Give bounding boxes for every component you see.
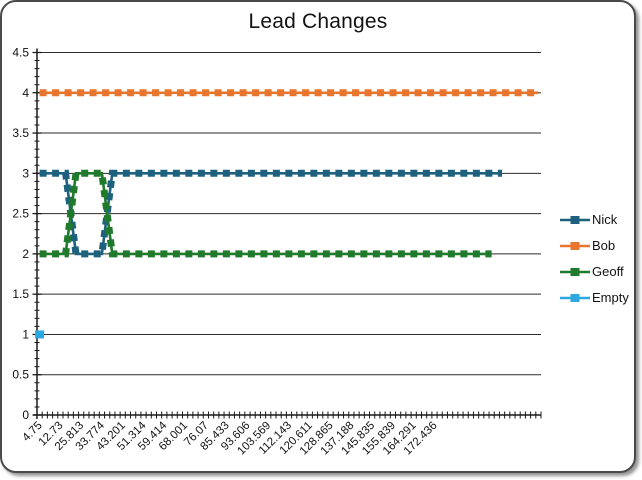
- series-nick-dashes[interactable]: [39, 169, 502, 258]
- legend-label: Geoff: [592, 264, 624, 279]
- chart-window: Lead Changes 0 0.5 1 1.5 2 2.5 3 3.5 4 4.5 4.75 12.…: [0, 0, 636, 473]
- legend-key-icon: [560, 215, 590, 224]
- y-tick-label: 3.5: [12, 126, 29, 140]
- y-tick-label: 1: [22, 327, 29, 341]
- chart-canvas[interactable]: 00.511.522.533.544.54.7512.7325.81333.77…: [2, 2, 636, 472]
- y-tick-label: 1.5: [12, 287, 29, 301]
- y-tick-label: 0: [22, 408, 29, 422]
- legend-label: Bob: [592, 238, 616, 253]
- legend-key-icon: [560, 293, 590, 302]
- legend-key-icon: [560, 267, 590, 276]
- y-tick-label: 4.5: [12, 46, 29, 60]
- chart-title[interactable]: Lead Changes: [248, 10, 388, 33]
- y-tick-label: 2: [22, 247, 29, 261]
- legend-item-nick[interactable]: Nick: [560, 212, 629, 227]
- y-tick-label: 4: [22, 86, 29, 100]
- legend-item-geoff[interactable]: Geoff: [560, 264, 629, 279]
- legend-key-icon: [560, 241, 590, 250]
- legend-label: Empty: [592, 290, 629, 305]
- chart-legend[interactable]: Nick Bob Geoff Empty: [560, 212, 629, 305]
- series-geoff-dashes[interactable]: [39, 169, 492, 258]
- y-tick-label: 2.5: [12, 207, 29, 221]
- legend-item-empty[interactable]: Empty: [560, 290, 629, 305]
- legend-item-bob[interactable]: Bob: [560, 238, 629, 253]
- legend-label: Nick: [592, 212, 618, 227]
- y-tick-label: 0.5: [12, 368, 29, 382]
- y-tick-label: 3: [22, 166, 29, 180]
- series-empty-marker[interactable]: [35, 330, 45, 339]
